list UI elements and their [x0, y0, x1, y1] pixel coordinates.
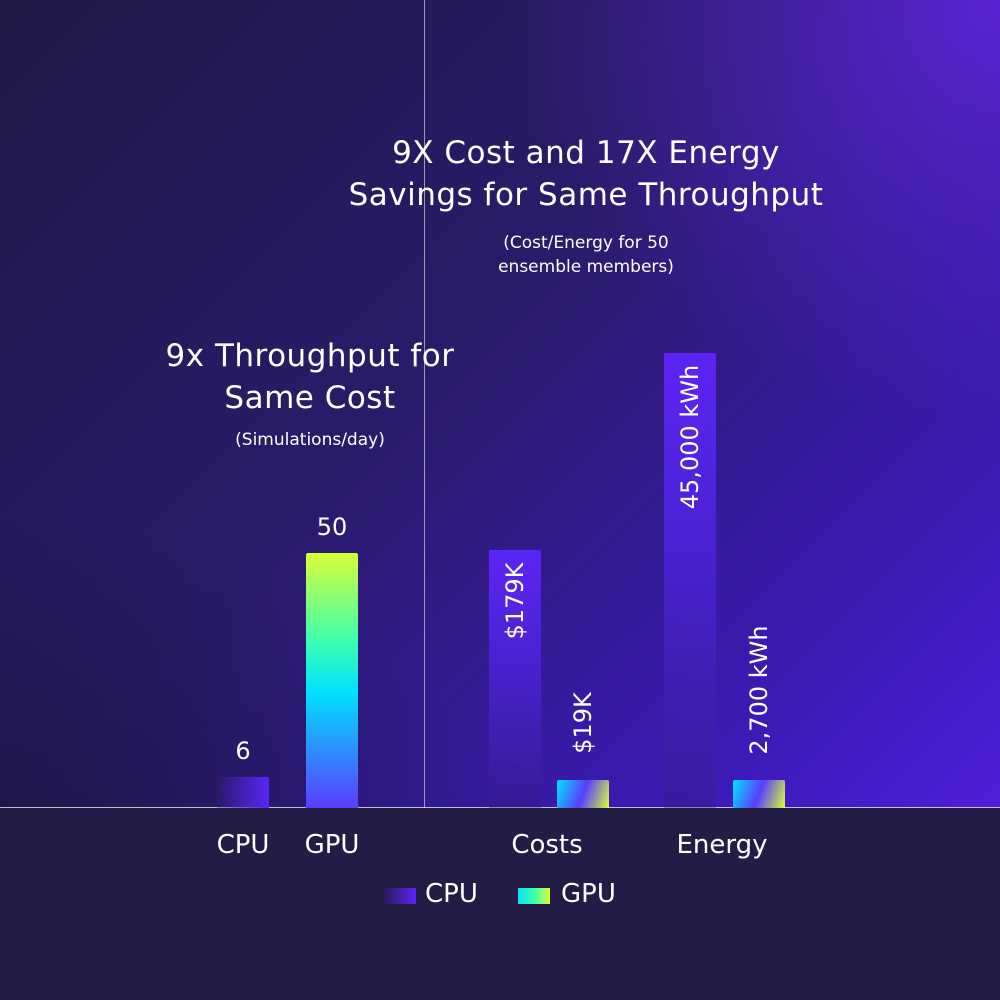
bar-gpu-costs — [557, 780, 609, 808]
value-label-cpu-energy: 45,000 kWh — [676, 364, 704, 510]
value-label-gpu-energy: 2,700 kWh — [745, 624, 773, 755]
right-panel-title: 9X Cost and 17X Energy Savings for Same … — [326, 132, 846, 216]
bar-cpu-energy — [664, 353, 716, 808]
bar-gpu-throughput — [306, 553, 358, 808]
left-title-line-2: Same Cost — [224, 380, 396, 416]
legend: CPU GPU — [0, 876, 1000, 916]
right-panel-subtitle: (Cost/Energy for 50 ensemble members) — [436, 231, 736, 279]
legend-cpu-label: CPU — [425, 879, 478, 909]
right-title-line-2: Savings for Same Throughput — [348, 177, 824, 213]
value-label-gpu: 50 — [316, 513, 348, 541]
right-title-line-1: 9X Cost and 17X Energy — [392, 135, 780, 171]
right-subtitle-line-2: ensemble members) — [498, 257, 674, 277]
bar-gpu-energy — [733, 780, 785, 808]
footer-band — [0, 808, 1000, 1000]
panel-divider — [424, 0, 425, 808]
category-label-costs: Costs — [511, 830, 583, 860]
legend-gpu-swatch — [518, 888, 550, 904]
right-subtitle-line-1: (Cost/Energy for 50 — [503, 233, 669, 253]
value-label-cpu: 6 — [235, 737, 251, 766]
legend-cpu-swatch — [384, 888, 416, 904]
bar-cpu-costs — [489, 550, 541, 808]
value-label-gpu-costs: $19K — [569, 692, 597, 754]
legend-gpu-label: GPU — [561, 879, 616, 909]
value-label-cpu-costs: $179K — [501, 562, 529, 639]
category-label-cpu: CPU — [216, 830, 270, 860]
bar-cpu-throughput — [217, 777, 269, 808]
left-panel-title: 9x Throughput for Same Cost — [140, 335, 480, 419]
category-label-gpu: GPU — [304, 830, 360, 860]
left-panel-subtitle: (Simulations/day) — [235, 430, 385, 450]
category-label-energy: Energy — [676, 830, 768, 860]
left-title-line-1: 9x Throughput for — [165, 338, 455, 374]
